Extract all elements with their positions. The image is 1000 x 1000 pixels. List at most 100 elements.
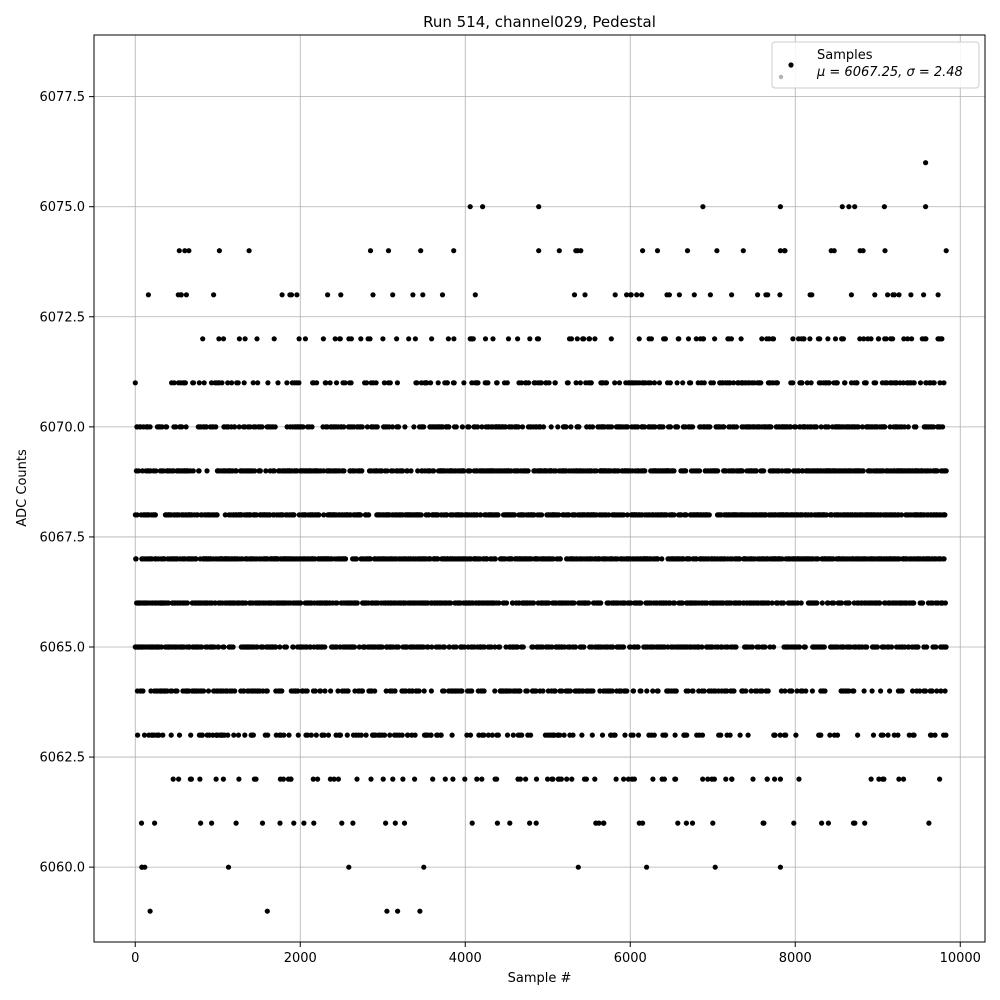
data-point bbox=[515, 424, 522, 430]
data-point bbox=[479, 776, 485, 782]
data-point bbox=[846, 204, 852, 210]
data-point bbox=[690, 424, 696, 430]
data-point bbox=[415, 468, 421, 474]
data-point bbox=[793, 424, 799, 430]
data-point bbox=[567, 688, 574, 694]
data-point bbox=[259, 820, 266, 826]
data-point bbox=[855, 732, 861, 738]
data-point bbox=[201, 688, 207, 694]
data-point bbox=[333, 380, 340, 386]
data-point bbox=[748, 688, 754, 694]
data-point bbox=[937, 776, 943, 782]
data-point bbox=[679, 600, 686, 606]
data-point bbox=[395, 908, 401, 914]
data-point bbox=[475, 424, 481, 430]
data-point bbox=[279, 688, 285, 694]
data-point bbox=[170, 776, 176, 782]
data-point bbox=[446, 424, 452, 430]
data-point bbox=[467, 732, 474, 738]
data-point bbox=[638, 600, 644, 606]
data-point bbox=[555, 424, 561, 430]
data-point bbox=[425, 644, 431, 650]
data-point bbox=[231, 732, 237, 738]
data-point bbox=[469, 688, 475, 694]
data-point bbox=[548, 424, 554, 430]
data-point bbox=[350, 820, 356, 826]
data-point bbox=[928, 732, 935, 738]
data-point bbox=[923, 688, 929, 694]
data-point bbox=[608, 336, 614, 342]
data-point bbox=[731, 688, 737, 694]
data-point bbox=[536, 248, 542, 254]
data-point bbox=[881, 776, 887, 782]
data-point bbox=[372, 688, 378, 694]
data-point bbox=[780, 600, 787, 606]
data-point bbox=[558, 776, 565, 782]
data-point bbox=[236, 424, 242, 430]
data-point bbox=[475, 380, 481, 386]
data-point bbox=[758, 380, 764, 386]
data-point bbox=[651, 380, 658, 386]
data-point bbox=[818, 424, 824, 430]
data-point bbox=[337, 336, 343, 342]
data-point bbox=[253, 512, 259, 518]
data-point bbox=[575, 864, 581, 870]
data-point bbox=[876, 776, 882, 782]
data-point bbox=[467, 468, 473, 474]
data-point bbox=[589, 732, 595, 738]
data-point bbox=[525, 468, 531, 474]
data-point bbox=[826, 380, 832, 386]
data-point bbox=[796, 644, 803, 650]
data-point bbox=[685, 688, 691, 694]
data-point bbox=[236, 776, 242, 782]
data-point bbox=[685, 336, 692, 342]
data-point bbox=[662, 336, 669, 342]
data-point bbox=[312, 688, 318, 694]
data-point bbox=[216, 248, 222, 254]
data-point bbox=[295, 732, 301, 738]
data-point bbox=[815, 556, 821, 562]
data-point bbox=[380, 776, 386, 782]
data-point bbox=[235, 732, 242, 738]
data-point bbox=[247, 424, 253, 430]
data-point bbox=[571, 600, 577, 606]
data-point bbox=[442, 776, 448, 782]
data-point bbox=[382, 732, 388, 738]
data-point bbox=[885, 292, 891, 298]
data-point bbox=[707, 424, 713, 430]
data-point bbox=[265, 732, 271, 738]
data-point bbox=[745, 732, 751, 738]
data-point bbox=[569, 776, 575, 782]
data-point bbox=[900, 380, 906, 386]
data-point bbox=[428, 380, 434, 386]
data-point bbox=[327, 380, 333, 386]
data-point bbox=[479, 424, 485, 430]
data-point bbox=[510, 732, 516, 738]
data-point bbox=[414, 380, 420, 386]
data-point bbox=[598, 600, 604, 606]
data-point bbox=[896, 292, 902, 298]
data-point bbox=[834, 732, 841, 738]
data-point bbox=[802, 644, 808, 650]
data-point bbox=[801, 336, 807, 342]
data-point bbox=[583, 776, 590, 782]
data-point bbox=[399, 732, 405, 738]
data-point bbox=[497, 644, 503, 650]
data-point bbox=[818, 732, 824, 738]
y-tick-label: 6065.0 bbox=[40, 641, 86, 656]
data-point bbox=[621, 776, 627, 782]
data-point bbox=[338, 292, 344, 298]
data-point bbox=[420, 644, 427, 650]
data-point bbox=[406, 336, 412, 342]
data-point bbox=[908, 292, 914, 298]
x-tick-label: 0 bbox=[131, 951, 139, 966]
data-point bbox=[684, 248, 691, 254]
data-point bbox=[895, 732, 901, 738]
data-point bbox=[201, 380, 207, 386]
data-point bbox=[462, 776, 468, 782]
data-point bbox=[819, 600, 825, 606]
legend-label: Samples bbox=[817, 48, 873, 63]
data-point bbox=[846, 600, 852, 606]
data-point bbox=[404, 468, 410, 474]
data-point bbox=[450, 776, 456, 782]
